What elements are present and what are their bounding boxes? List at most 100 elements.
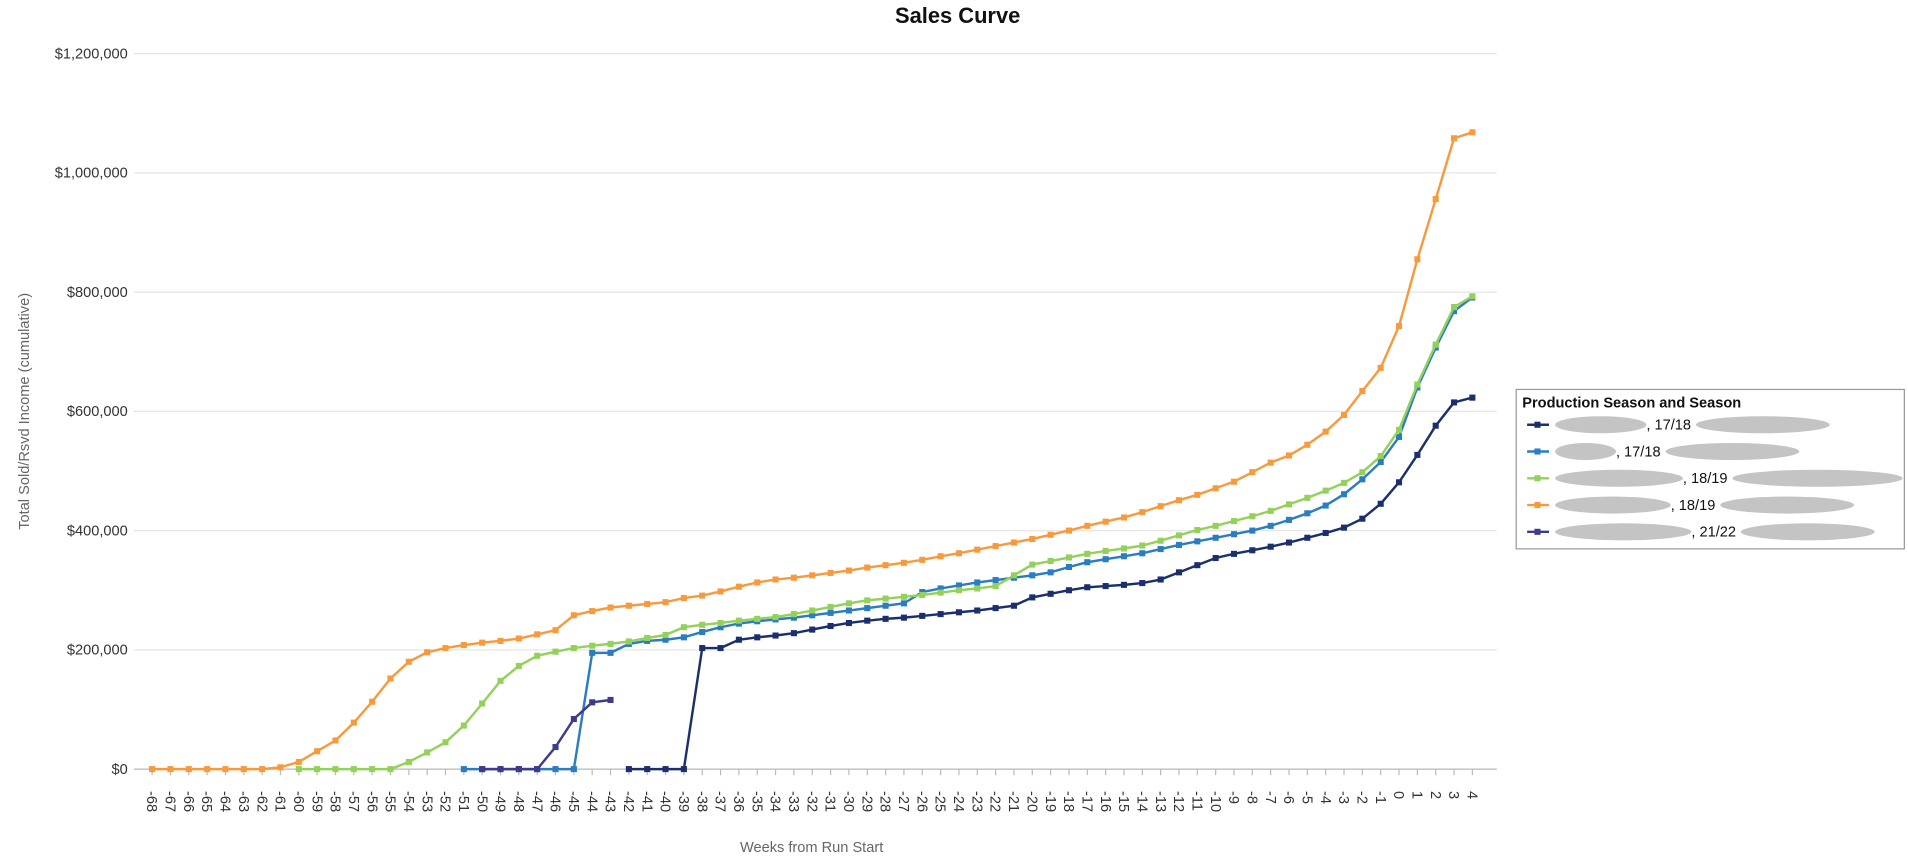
redacted [1555, 523, 1692, 541]
data-point [1414, 451, 1421, 458]
x-tick-label: -49 [492, 791, 508, 812]
data-point [1377, 364, 1384, 371]
data-point [955, 582, 962, 589]
x-tick-label: -45 [565, 791, 581, 812]
data-point [1414, 381, 1421, 388]
data-point [185, 766, 192, 773]
y-axis-title: Total Sold/Rsvd Income (cumulative) [17, 293, 33, 530]
data-point [552, 648, 559, 655]
x-tick-label: -42 [620, 791, 636, 812]
redacted [1695, 416, 1830, 434]
data-point [1010, 572, 1017, 579]
x-tick-label: -64 [217, 791, 233, 812]
data-point [1359, 476, 1366, 483]
data-point [442, 645, 449, 652]
data-point [1157, 503, 1164, 510]
data-point [1359, 388, 1366, 395]
data-point [1450, 308, 1458, 315]
data-point [1395, 479, 1403, 486]
data-point [974, 546, 981, 553]
data-point [754, 615, 761, 622]
data-point [974, 579, 981, 586]
data-point [1432, 196, 1439, 203]
redacted [1720, 496, 1855, 514]
data-point [589, 642, 596, 649]
data-point [772, 632, 779, 639]
data-point [1157, 576, 1164, 583]
data-point [882, 602, 889, 609]
x-tick-label: -65 [198, 791, 214, 812]
data-point [644, 600, 651, 607]
x-tick-label: -18 [1060, 791, 1076, 812]
data-point [350, 719, 357, 726]
x-tick-label: -16 [1097, 791, 1113, 812]
y-tick-label: $1,200,000 [55, 46, 128, 62]
data-point [1047, 531, 1054, 538]
data-point [314, 766, 321, 773]
data-point [460, 766, 467, 773]
x-tick-label: -25 [932, 791, 948, 812]
data-point [1285, 501, 1293, 508]
data-point [699, 621, 706, 628]
legend-marker [1534, 421, 1541, 428]
x-tick-label: -26 [913, 791, 929, 812]
legend-label: , 18/19 [1683, 471, 1728, 487]
x-tick-label: -51 [455, 791, 471, 812]
x-tick-label: -35 [748, 791, 764, 812]
x-tick-label: -62 [253, 791, 269, 812]
data-point [515, 662, 522, 669]
x-tick-label: -43 [602, 791, 618, 812]
data-point [1029, 594, 1036, 601]
data-point [1120, 545, 1128, 552]
legend-label: , 17/18 [1616, 444, 1661, 460]
data-point [479, 700, 486, 707]
data-point [1065, 554, 1072, 561]
redacted [1732, 469, 1903, 487]
data-point [1120, 581, 1128, 588]
data-point [405, 658, 412, 665]
data-point [827, 609, 834, 616]
x-axis-title: Weeks from Run Start [740, 840, 883, 856]
data-point [369, 698, 376, 705]
data-point [809, 607, 816, 614]
redacted [1555, 442, 1616, 461]
data-point [900, 593, 907, 600]
data-point [1304, 534, 1311, 541]
data-point [625, 766, 632, 773]
legend-label: , 17/18 [1646, 418, 1691, 434]
data-point [1212, 522, 1219, 529]
data-point [1304, 510, 1311, 517]
data-point [204, 766, 211, 773]
data-point [790, 574, 797, 581]
data-point [1432, 341, 1439, 348]
data-point [1249, 527, 1256, 534]
data-point [460, 642, 467, 649]
data-point [625, 602, 632, 609]
data-point [552, 627, 559, 634]
data-point [735, 636, 742, 643]
data-point [332, 737, 339, 744]
x-tick-label: -50 [473, 791, 489, 812]
data-point [1194, 526, 1201, 534]
data-point [350, 766, 357, 773]
x-tick-label: -1 [1372, 791, 1388, 804]
data-point [919, 556, 926, 563]
y-tick-label: $200,000 [67, 643, 128, 659]
x-tick-label: -17 [1078, 791, 1094, 812]
data-point [1175, 497, 1183, 504]
x-tick-label: -61 [272, 791, 288, 812]
data-point [1322, 428, 1329, 435]
x-tick-label: -29 [858, 791, 874, 812]
data-point [992, 543, 999, 550]
y-tick-label: $0 [112, 762, 128, 778]
data-point [1175, 569, 1183, 576]
legend-marker [1534, 448, 1541, 455]
x-tick-label: -56 [363, 791, 379, 812]
data-point [1469, 293, 1476, 300]
data-point [277, 764, 284, 771]
x-tick-label: -53 [418, 791, 434, 812]
x-tick-label: -9 [1225, 791, 1241, 804]
data-point [919, 612, 926, 619]
data-point [387, 675, 394, 682]
x-tick-label: -27 [895, 791, 911, 812]
